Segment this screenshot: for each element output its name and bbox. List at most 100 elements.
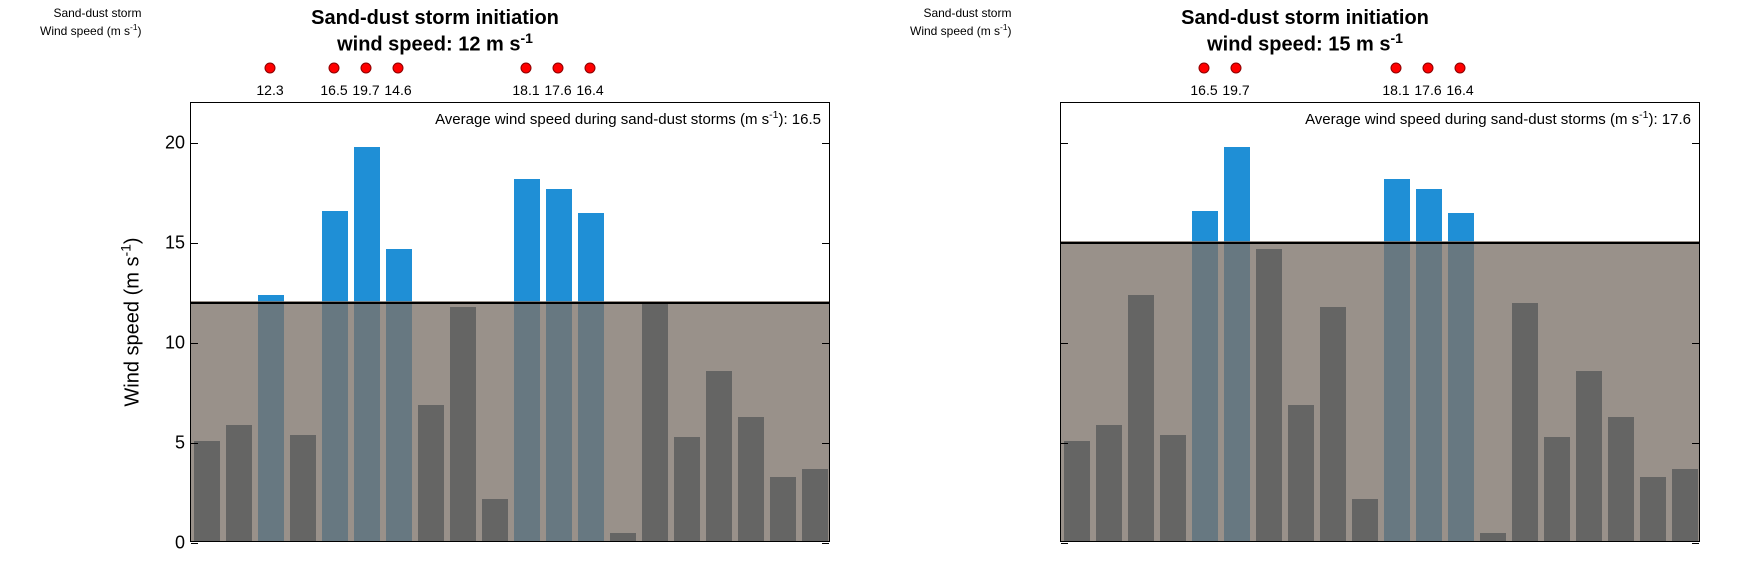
- storm-dot: [1423, 63, 1434, 74]
- bar: [674, 437, 700, 541]
- bar: [1128, 295, 1154, 541]
- storm-windspeed-value: 17.6: [544, 82, 571, 98]
- storm-dot: [393, 63, 404, 74]
- bar: [802, 469, 828, 541]
- bar: [770, 477, 796, 541]
- chart-title: Sand-dust storm initiationwind speed: 12…: [20, 6, 850, 57]
- ytick: [1692, 443, 1699, 444]
- ytick: [1692, 143, 1699, 144]
- bar: [1288, 405, 1314, 541]
- ytick: [1061, 343, 1068, 344]
- ytick: [1061, 143, 1068, 144]
- storm-windspeed-value: 16.5: [1190, 82, 1217, 98]
- plot-area: Average wind speed during sand-dust stor…: [1060, 102, 1700, 542]
- bar: [482, 499, 508, 541]
- avg-windspeed-text: Average wind speed during sand-dust stor…: [1305, 109, 1691, 128]
- bar: [1192, 211, 1218, 541]
- bar: [1256, 249, 1282, 541]
- bar: [1160, 435, 1186, 541]
- bar: [578, 213, 604, 541]
- bar: [290, 435, 316, 541]
- ytick: [1692, 343, 1699, 344]
- ytick: [191, 443, 198, 444]
- ytick-label: 15: [165, 233, 191, 254]
- storm-dot: [553, 63, 564, 74]
- bar: [1320, 307, 1346, 541]
- storm-dot: [1391, 63, 1402, 74]
- ytick: [191, 143, 198, 144]
- storm-dot: [1199, 63, 1210, 74]
- storm-dot: [361, 63, 372, 74]
- ytick-label: 5: [175, 433, 191, 454]
- bar: [386, 249, 412, 541]
- storm-windspeed-value: 16.4: [1446, 82, 1473, 98]
- ytick: [1061, 243, 1068, 244]
- storm-windspeed-value: 18.1: [1382, 82, 1409, 98]
- bar: [546, 189, 572, 541]
- legend-row-labels: Sand-dust stormWind speed (m s-1): [910, 6, 1011, 38]
- storm-windspeed-value: 16.4: [576, 82, 603, 98]
- ytick: [191, 243, 198, 244]
- storm-dot: [265, 63, 276, 74]
- storm-windspeed-value: 16.5: [320, 82, 347, 98]
- avg-windspeed-text: Average wind speed during sand-dust stor…: [435, 109, 821, 128]
- ytick-label: 20: [165, 133, 191, 154]
- bar: [1224, 147, 1250, 541]
- bar: [738, 417, 764, 541]
- bar: [1640, 477, 1666, 541]
- bar: [1064, 441, 1090, 541]
- bar: [1672, 469, 1698, 541]
- bar: [1608, 417, 1634, 541]
- bar: [322, 211, 348, 541]
- threshold-line: [191, 302, 829, 304]
- ytick: [822, 243, 829, 244]
- y-axis-label: Wind speed (m s-1): [118, 237, 145, 406]
- ytick: [1692, 243, 1699, 244]
- storm-dot: [1231, 63, 1242, 74]
- ytick: [1692, 543, 1699, 544]
- ytick: [191, 343, 198, 344]
- threshold-line: [1061, 242, 1699, 244]
- bar: [610, 533, 636, 541]
- storm-dot: [521, 63, 532, 74]
- bar: [1352, 499, 1378, 541]
- bar: [354, 147, 380, 541]
- ytick: [1061, 443, 1068, 444]
- storm-windspeed-value: 12.3: [256, 82, 283, 98]
- bar: [1384, 179, 1410, 541]
- bar: [450, 307, 476, 541]
- ytick-label: 0: [175, 533, 191, 554]
- storm-windspeed-value: 19.7: [352, 82, 379, 98]
- bar: [1096, 425, 1122, 541]
- bar: [514, 179, 540, 541]
- ytick: [822, 543, 829, 544]
- ytick: [822, 443, 829, 444]
- bar: [1544, 437, 1570, 541]
- bar: [1576, 371, 1602, 541]
- bar: [418, 405, 444, 541]
- bar: [1480, 533, 1506, 541]
- storm-dot: [1455, 63, 1466, 74]
- bar: [642, 303, 668, 541]
- storm-dot: [329, 63, 340, 74]
- bar: [194, 441, 220, 541]
- storm-windspeed-value: 14.6: [384, 82, 411, 98]
- storm-windspeed-value: 18.1: [512, 82, 539, 98]
- ytick: [822, 343, 829, 344]
- bar: [706, 371, 732, 541]
- figure-root: Sand-dust storm initiationwind speed: 12…: [0, 0, 1740, 567]
- panel-left: Sand-dust storm initiationwind speed: 12…: [20, 6, 850, 561]
- ytick: [822, 143, 829, 144]
- bar: [1416, 189, 1442, 541]
- plot-area: 05101520Wind speed (m s-1)Average wind s…: [190, 102, 830, 542]
- panel-right: Sand-dust storm initiationwind speed: 15…: [890, 6, 1720, 561]
- bar: [258, 295, 284, 541]
- threshold-shade: [191, 301, 829, 541]
- storm-windspeed-value: 19.7: [1222, 82, 1249, 98]
- ytick: [191, 543, 198, 544]
- legend-row-labels: Sand-dust stormWind speed (m s-1): [40, 6, 141, 38]
- storm-windspeed-value: 17.6: [1414, 82, 1441, 98]
- threshold-shade: [1061, 241, 1699, 541]
- ytick: [1061, 543, 1068, 544]
- chart-title: Sand-dust storm initiationwind speed: 15…: [890, 6, 1720, 57]
